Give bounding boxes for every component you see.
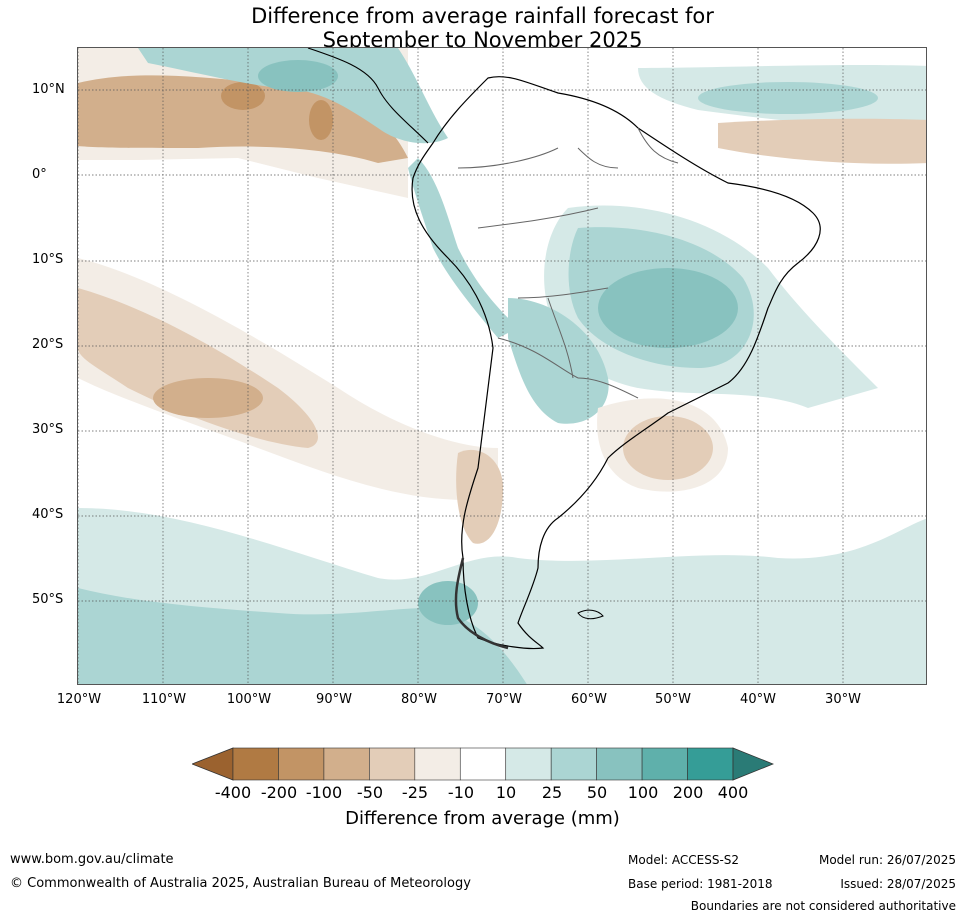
- central-america-coastline: [307, 48, 429, 144]
- colorbar-bin: [323, 747, 370, 781]
- anomaly-region-pacific-dry-core: [153, 378, 263, 418]
- colorbar-tick: -50: [356, 783, 384, 802]
- boundaries-disclaimer: Boundaries are not considered authoritat…: [690, 899, 956, 913]
- anomaly-region-south-wet-core: [418, 581, 478, 625]
- colorbar-tick: 100: [627, 783, 659, 802]
- model-name: Model: ACCESS-S2: [628, 853, 740, 867]
- rainfall-map: [77, 47, 927, 685]
- lon-label-60w: 60°W: [571, 692, 607, 707]
- colorbar-extend-high: [732, 747, 774, 781]
- issued-date: Issued: 28/07/2025: [840, 877, 956, 891]
- anomaly-region-uruguay-dry-core: [623, 416, 713, 480]
- colorbar-tick: -10: [447, 783, 475, 802]
- anomaly-region-pacific-dry: [78, 288, 318, 448]
- colorbar-tick: 50: [586, 783, 608, 802]
- map-title-line1: Difference from average rainfall forecas…: [251, 4, 714, 28]
- colorbar-bin: [369, 747, 416, 781]
- colorbar-bins: [232, 747, 734, 781]
- copyright-text: © Commonwealth of Australia 2025, Austra…: [10, 876, 471, 891]
- lat-label-20s: 20°S: [32, 337, 64, 352]
- anomaly-region-north-wet: [138, 48, 448, 144]
- anomaly-region-north-wet-core: [258, 60, 338, 92]
- lon-label-70w: 70°W: [486, 692, 522, 707]
- falklands-outline: [577, 609, 604, 620]
- lat-label-40s: 40°S: [32, 507, 64, 522]
- colorbar-bin: [505, 747, 552, 781]
- colorbar-bin: [232, 747, 279, 781]
- country-borders: [457, 127, 679, 399]
- colorbar-bin: [278, 747, 325, 781]
- colorbar-bin: [596, 747, 643, 781]
- colorbar-tick: -200: [260, 783, 298, 802]
- colorbar-tick: -25: [401, 783, 429, 802]
- anomaly-region-pacific-dry-light: [78, 258, 498, 500]
- map-canvas: [78, 48, 926, 684]
- colorbar: [192, 747, 774, 781]
- colorbar-tick: 10: [495, 783, 517, 802]
- lon-label-80w: 80°W: [401, 692, 437, 707]
- colorbar-tick: 200: [672, 783, 704, 802]
- lon-label-110w: 110°W: [141, 692, 187, 707]
- anomaly-region-north-dry-core: [221, 82, 265, 110]
- anomaly-region-central-wet: [508, 298, 609, 424]
- lon-label-120w: 120°W: [56, 692, 102, 707]
- colorbar-tick: -400: [214, 783, 252, 802]
- lat-label-10n: 10°N: [32, 82, 65, 97]
- colorbar-bin: [641, 747, 688, 781]
- lat-label-30s: 30°S: [32, 422, 64, 437]
- lon-label-30w: 30°W: [825, 692, 861, 707]
- anomaly-region-brazil-wet-core: [598, 268, 738, 348]
- colorbar-tick: -100: [305, 783, 343, 802]
- anomaly-region-atlantic-north-wet-core: [698, 82, 878, 114]
- colorbar-tick: 400: [717, 783, 749, 802]
- colorbar-bin: [687, 747, 734, 781]
- graticule: [78, 48, 926, 684]
- base-period: Base period: 1981-2018: [628, 877, 773, 891]
- anomaly-region-south-atlantic-wet: [718, 568, 926, 684]
- colorbar-bin: [550, 747, 597, 781]
- south-america-coastline: [411, 76, 821, 650]
- anomaly-region-atlantic-north-dry: [718, 118, 926, 164]
- anomaly-region-chile-dry: [456, 449, 503, 544]
- colorbar-bin: [459, 747, 507, 781]
- lon-label-40w: 40°W: [740, 692, 776, 707]
- model-run-date: Model run: 26/07/2025: [818, 853, 956, 867]
- colorbar-tick: 25: [541, 783, 563, 802]
- lat-label-0: 0°: [32, 167, 47, 182]
- lon-label-100w: 100°W: [226, 692, 272, 707]
- lon-label-50w: 50°W: [655, 692, 691, 707]
- colorbar-label: Difference from average (mm): [345, 808, 620, 829]
- anomaly-region-north-dry-core2: [309, 100, 333, 140]
- lon-label-90w: 90°W: [316, 692, 352, 707]
- lat-label-50s: 50°S: [32, 592, 64, 607]
- website-link[interactable]: www.bom.gov.au/climate: [10, 852, 174, 867]
- anomaly-region-andes-wet: [408, 158, 518, 338]
- colorbar-extend-low: [192, 747, 234, 781]
- lat-label-10s: 10°S: [32, 252, 64, 267]
- anomaly-fields: [78, 48, 926, 684]
- colorbar-bin: [414, 747, 461, 781]
- patagonia-islands: [454, 557, 509, 650]
- anomaly-region-south-wet: [78, 588, 527, 684]
